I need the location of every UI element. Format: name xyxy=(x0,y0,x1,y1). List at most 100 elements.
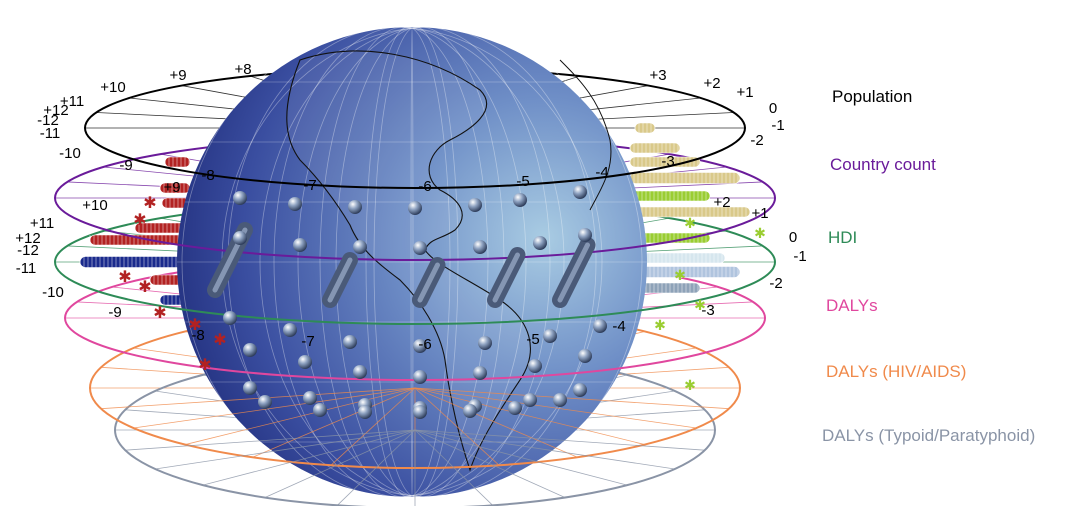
spoke-line xyxy=(133,387,416,429)
sphere-marker-icon xyxy=(408,201,422,215)
ring-tick-label: +1 xyxy=(736,84,753,101)
bar-right xyxy=(629,172,741,184)
sphere-marker-icon xyxy=(468,198,482,212)
ring-tick-label: -9 xyxy=(119,157,132,174)
ring-tick-label: -9 xyxy=(108,304,121,321)
spoke-line xyxy=(414,429,675,470)
star-marker-icon: ✱ xyxy=(754,225,766,241)
spoke-line xyxy=(125,429,416,451)
ring-tick-label: 0 xyxy=(769,100,777,117)
legend-dalys-typhoid: DALYs (Typoid/Paratyphoid) xyxy=(822,426,1036,445)
sphere-marker-icon xyxy=(553,393,567,407)
sphere-marker-icon xyxy=(358,405,372,419)
ring-tick-label: -3 xyxy=(661,153,674,170)
bar-right xyxy=(629,156,701,168)
sphere-marker-icon xyxy=(543,329,557,343)
ring-tick-label: -4 xyxy=(612,318,625,335)
bar-body xyxy=(634,122,656,134)
sphere-marker-icon xyxy=(233,191,247,205)
ring-tick-label: -7 xyxy=(301,333,314,350)
ring-front-5 xyxy=(114,429,716,506)
bar-right xyxy=(629,142,681,154)
sphere-marker-icon xyxy=(293,238,307,252)
meridian-line xyxy=(410,26,414,498)
spoke-line xyxy=(414,387,729,410)
bar-body xyxy=(164,156,191,168)
sphere-marker-icon xyxy=(353,365,367,379)
cylinder-highlight xyxy=(492,252,520,303)
ring-front-arc xyxy=(84,127,746,189)
sphere-marker-icon xyxy=(473,366,487,380)
ring-tick-label: -10 xyxy=(42,284,64,301)
star-marker-icon: ✱ xyxy=(143,195,156,212)
sphere-marker-icon xyxy=(508,401,522,415)
sphere-marker-icon xyxy=(283,323,297,337)
front-rings-and-markers: ✱✱✱✱✱✱✱✱✱✱✱✱✱✱ xyxy=(54,127,776,506)
bar-left xyxy=(161,197,191,209)
spoke-line xyxy=(264,429,416,498)
ring-tick-label: +10 xyxy=(100,79,125,96)
ring-tick-label: +2 xyxy=(703,75,720,92)
sphere-marker-icon xyxy=(298,355,312,369)
ring-tick-label: -8 xyxy=(191,327,204,344)
ring-tick-label: -11 xyxy=(16,260,37,277)
star-marker-icon: ✱ xyxy=(694,297,706,313)
ring-tick-label: -5 xyxy=(526,331,539,348)
cylinder-marker xyxy=(412,257,446,308)
sphere-marker-icon xyxy=(243,343,257,357)
meridian-line xyxy=(373,26,459,498)
cylinder-highlight xyxy=(417,262,440,303)
bar-left xyxy=(79,256,191,268)
star-marker-icon: ✱ xyxy=(674,267,686,283)
ring-tick-label: -1 xyxy=(793,248,806,265)
sphere-marker-icon xyxy=(413,339,427,353)
ring-front-2 xyxy=(54,261,776,325)
legend-dalys-hiv-aids: DALYs (HIV/AIDS) xyxy=(826,362,967,381)
star-marker-icon: ✱ xyxy=(198,357,211,374)
bar-right xyxy=(629,252,726,264)
ring-tick-label: -3 xyxy=(701,302,714,319)
legend-country-count: Country count xyxy=(830,155,936,174)
ring-tick-label: +8 xyxy=(234,61,251,78)
star-marker-icon: ✱ xyxy=(654,317,666,333)
sphere-marker-icon xyxy=(303,391,317,405)
spoke-line xyxy=(185,387,416,445)
ring-tick-label: -6 xyxy=(418,178,431,195)
land-coast xyxy=(559,59,612,211)
ring-labels: +3 +2+10-1+8+9+10+11+12-12-11-10-9-8-7 -6-… xyxy=(15,61,806,353)
sphere-marker-icon xyxy=(528,359,542,373)
ring-tick-label: -7 xyxy=(303,177,316,194)
ring-tick-label: -6 xyxy=(418,336,431,353)
ring-tick-label: -2 xyxy=(750,132,763,149)
star-marker-icon: ✱ xyxy=(153,305,166,322)
sphere-marker-icon xyxy=(593,319,607,333)
ring-tick-label: +12 xyxy=(15,230,40,247)
spoke-line xyxy=(414,429,493,506)
ring-tick-label: -8 xyxy=(201,167,214,184)
sphere-marker-icon xyxy=(313,403,327,417)
ring-tick-label: +1 xyxy=(751,205,768,222)
spoke-line xyxy=(414,429,705,451)
ring-tick-label: +12 xyxy=(43,102,68,119)
ring-tick-label: +9 xyxy=(169,67,186,84)
meridian-line xyxy=(319,26,489,498)
star-marker-icon: ✱ xyxy=(213,332,226,349)
star-marker-icon: ✱ xyxy=(133,212,146,229)
spoke-line xyxy=(414,387,697,429)
sphere-marker-icon xyxy=(473,240,487,254)
sphere-marker-icon xyxy=(578,228,592,242)
ring-front-1 xyxy=(54,197,776,261)
ring-tick-label: -2 xyxy=(769,275,782,292)
sphere-marker-icon xyxy=(348,200,362,214)
star-marker-icon: ✱ xyxy=(118,269,131,286)
sphere-marker-icon xyxy=(243,381,257,395)
meridian-line xyxy=(365,26,451,498)
bar-right xyxy=(634,122,656,134)
ring-tick-label: +3 xyxy=(649,67,666,84)
spoke-line xyxy=(414,429,566,498)
sphere-marker-icon xyxy=(413,405,427,419)
bar-left xyxy=(89,234,191,246)
sphere-marker-icon xyxy=(258,395,272,409)
cylinder-highlight xyxy=(327,257,353,303)
